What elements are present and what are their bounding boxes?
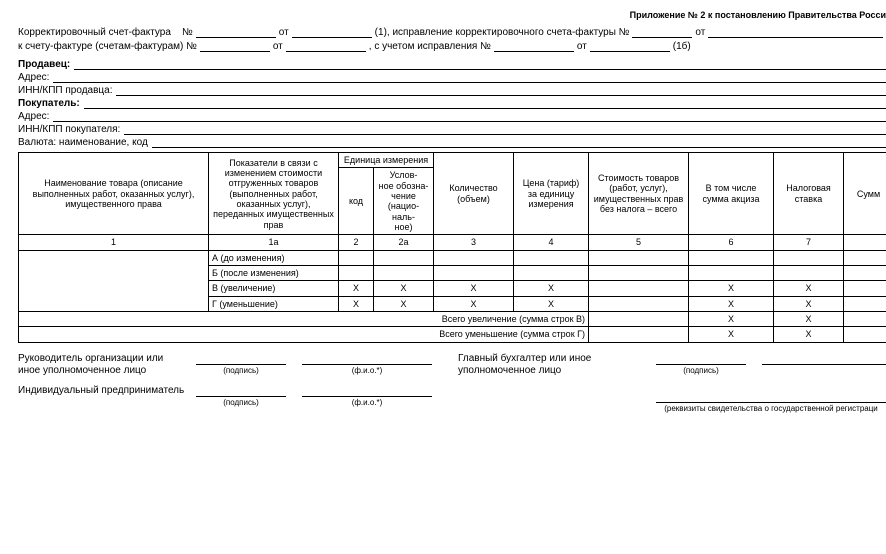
cell-b-label: Б (после изменения) (209, 266, 339, 281)
x-cell: Х (514, 296, 589, 311)
currency-label: Валюта: наименование, код (18, 137, 152, 148)
acct-fio-field[interactable] (762, 353, 886, 365)
num-2a: 2а (374, 235, 434, 250)
ot-label-3: от (273, 41, 283, 52)
field-date-4[interactable] (590, 40, 670, 52)
line2-end: (1б) (673, 41, 691, 52)
x-cell: Х (374, 281, 434, 296)
seller-addr-label: Адрес: (18, 72, 53, 83)
fio-caption: (ф.и.о.*) (352, 398, 383, 407)
head-sign-field[interactable] (196, 353, 286, 365)
sign-caption: (подпись) (683, 366, 719, 375)
head-label: Руководитель организации или иное уполно… (18, 353, 188, 377)
num-5: 5 (589, 235, 689, 250)
to-invoice-label: к счету-фактуре (счетам-фактурам) № (18, 41, 197, 52)
x-cell: Х (514, 281, 589, 296)
buyer-label: Покупатель: (18, 98, 84, 109)
x-cell: Х (689, 312, 774, 327)
field-number-2[interactable] (632, 26, 692, 38)
hdr-taxrate: Налоговая ставка (774, 153, 844, 235)
cell-g-label: Г (уменьшение) (209, 296, 339, 311)
x-cell: Х (374, 296, 434, 311)
hdr-sum: Сумм (844, 153, 886, 235)
buyer-addr-field[interactable] (53, 110, 886, 122)
row-a: А (до изменения) (19, 250, 886, 265)
fio-caption: (ф.и.о.*) (352, 366, 383, 375)
cell-v-label: В (увеличение) (209, 281, 339, 296)
seller-field[interactable] (74, 58, 886, 70)
x-cell: Х (774, 327, 844, 342)
line2-mid: , с учетом исправления № (369, 41, 491, 52)
line1-mid: (1), исправление корректировочного счета… (375, 27, 630, 38)
row-total-inc: Всего увеличение (сумма строк В) Х Х (19, 312, 886, 327)
seller-inn-field[interactable] (116, 84, 886, 96)
hdr-qty: Количество (объем) (434, 153, 514, 235)
field-date-2[interactable] (708, 26, 883, 38)
num-blank (844, 235, 886, 250)
ot-label: от (279, 27, 289, 38)
field-date-1[interactable] (292, 26, 372, 38)
seller-addr-field[interactable] (53, 71, 886, 83)
hdr-symbol: Услов- ное обозна- чение (нацио- наль- н… (374, 168, 434, 235)
total-dec-label: Всего уменьшение (сумма строк Г) (19, 327, 589, 342)
row-total-dec: Всего уменьшение (сумма строк Г) Х Х (19, 327, 886, 342)
head-fio-field[interactable] (302, 353, 432, 365)
field-date-3[interactable] (286, 40, 366, 52)
num-2: 2 (339, 235, 374, 250)
x-cell: Х (339, 281, 374, 296)
field-number-4[interactable] (494, 40, 574, 52)
field-number-3[interactable] (200, 40, 270, 52)
num-1: 1 (19, 235, 209, 250)
x-cell: Х (689, 327, 774, 342)
no-label: № (182, 27, 193, 38)
total-inc-label: Всего увеличение (сумма строк В) (19, 312, 589, 327)
hdr-cost: Стоимость товаров (работ, услуг), имущес… (589, 153, 689, 235)
seller-label: Продавец: (18, 59, 74, 70)
field-number-1[interactable] (196, 26, 276, 38)
buyer-inn-label: ИНН/КПП покупателя: (18, 124, 124, 135)
corr-invoice-label: Корректировочный счет-фактура (18, 27, 171, 38)
buyer-field[interactable] (84, 97, 886, 109)
signature-area: Руководитель организации или иное уполно… (18, 353, 886, 422)
num-7: 7 (774, 235, 844, 250)
currency-field[interactable] (152, 136, 886, 148)
main-table: Наименование товара (описание выполненны… (18, 152, 886, 343)
rek-caption: (реквизиты свидетельства о государственн… (664, 404, 878, 413)
x-cell: Х (689, 296, 774, 311)
sign-caption: (подпись) (223, 366, 259, 375)
rek-field[interactable] (656, 391, 886, 403)
acct-label: Главный бухгалтер или иное уполномоченно… (458, 353, 648, 377)
ip-fio-field[interactable] (302, 385, 432, 397)
cell-a-label: А (до изменения) (209, 250, 339, 265)
buyer-inn-field[interactable] (124, 123, 886, 135)
num-4: 4 (514, 235, 589, 250)
x-cell: Х (339, 296, 374, 311)
hdr-unit: Единица измерения (339, 153, 434, 168)
hdr-price: Цена (тариф) за единицу измерения (514, 153, 589, 235)
num-3: 3 (434, 235, 514, 250)
ip-label: Индивидуальный предприниматель (18, 385, 188, 397)
ip-sign-field[interactable] (196, 385, 286, 397)
x-cell: Х (434, 281, 514, 296)
hdr-excise: В том числе сумма акциза (689, 153, 774, 235)
num-6: 6 (689, 235, 774, 250)
hdr-code: код (339, 168, 374, 235)
ot-label-4: от (577, 41, 587, 52)
num-1a: 1а (209, 235, 339, 250)
hdr-indicators: Показатели в связи с изменением стоимост… (209, 153, 339, 235)
sign-caption: (подпись) (223, 398, 259, 407)
x-cell: Х (774, 296, 844, 311)
x-cell: Х (689, 281, 774, 296)
document-header: Корректировочный счет-фактура № от (1), … (18, 26, 886, 52)
party-info: Продавец: Адрес: ИНН/КПП продавца: Покуп… (18, 58, 886, 148)
acct-sign-field[interactable] (656, 353, 746, 365)
buyer-addr-label: Адрес: (18, 111, 53, 122)
x-cell: Х (774, 312, 844, 327)
seller-inn-label: ИНН/КПП продавца: (18, 85, 116, 96)
hdr-name: Наименование товара (описание выполненны… (19, 153, 209, 235)
x-cell: Х (774, 281, 844, 296)
appendix-note: Приложение № 2 к постановлению Правитель… (18, 10, 886, 20)
ot-label-2: от (695, 27, 705, 38)
x-cell: Х (434, 296, 514, 311)
